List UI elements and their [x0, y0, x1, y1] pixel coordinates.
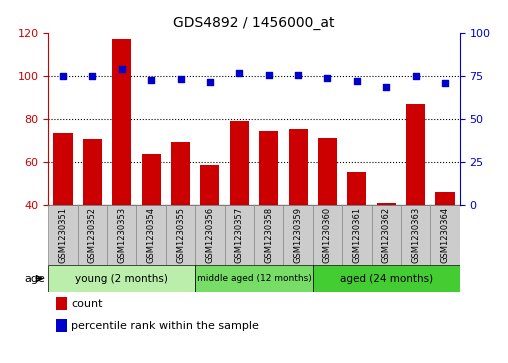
- Point: [353, 78, 361, 84]
- Text: young (2 months): young (2 months): [75, 274, 168, 284]
- Bar: [137, 205, 166, 265]
- Text: GSM1230357: GSM1230357: [235, 207, 244, 263]
- Bar: [313, 265, 460, 292]
- Point: [382, 84, 390, 90]
- Bar: [56, 297, 67, 310]
- Bar: [112, 39, 131, 205]
- Bar: [406, 104, 425, 205]
- Bar: [225, 205, 254, 265]
- Point: [147, 77, 155, 83]
- Text: GSM1230352: GSM1230352: [88, 207, 97, 263]
- Text: age: age: [25, 274, 46, 284]
- Bar: [313, 205, 342, 265]
- Text: GSM1230354: GSM1230354: [147, 207, 155, 263]
- Bar: [283, 205, 313, 265]
- Point: [411, 73, 420, 79]
- Point: [59, 73, 67, 79]
- Bar: [289, 129, 308, 205]
- Bar: [83, 139, 102, 205]
- Bar: [195, 265, 313, 292]
- Text: GSM1230355: GSM1230355: [176, 207, 185, 263]
- Bar: [195, 205, 225, 265]
- Bar: [78, 205, 107, 265]
- Bar: [171, 142, 190, 205]
- Text: GSM1230351: GSM1230351: [58, 207, 68, 263]
- Bar: [254, 205, 283, 265]
- Bar: [200, 165, 219, 205]
- Text: percentile rank within the sample: percentile rank within the sample: [71, 321, 259, 331]
- Text: middle aged (12 months): middle aged (12 months): [197, 274, 311, 283]
- Bar: [371, 205, 401, 265]
- Text: GSM1230361: GSM1230361: [353, 207, 361, 263]
- Bar: [401, 205, 430, 265]
- Point: [176, 76, 184, 82]
- Bar: [107, 205, 137, 265]
- Point: [265, 72, 273, 78]
- Text: GSM1230358: GSM1230358: [264, 207, 273, 263]
- Text: GSM1230356: GSM1230356: [205, 207, 214, 263]
- Text: GSM1230359: GSM1230359: [294, 207, 303, 263]
- Text: GSM1230363: GSM1230363: [411, 207, 420, 263]
- Bar: [48, 205, 78, 265]
- Bar: [142, 154, 161, 205]
- Text: aged (24 months): aged (24 months): [340, 274, 433, 284]
- Bar: [166, 205, 195, 265]
- Bar: [56, 319, 67, 333]
- Bar: [435, 192, 455, 205]
- Point: [324, 76, 332, 81]
- Bar: [347, 172, 366, 205]
- Text: count: count: [71, 298, 103, 309]
- Point: [206, 79, 214, 85]
- Text: GSM1230360: GSM1230360: [323, 207, 332, 263]
- Bar: [259, 131, 278, 205]
- Bar: [230, 121, 249, 205]
- Point: [88, 73, 97, 79]
- Point: [235, 70, 243, 76]
- Bar: [377, 203, 396, 205]
- Bar: [318, 138, 337, 205]
- Point: [294, 72, 302, 78]
- Bar: [342, 205, 371, 265]
- Title: GDS4892 / 1456000_at: GDS4892 / 1456000_at: [173, 16, 335, 30]
- Point: [441, 80, 449, 86]
- Text: GSM1230353: GSM1230353: [117, 207, 126, 263]
- Text: GSM1230362: GSM1230362: [382, 207, 391, 263]
- Text: GSM1230364: GSM1230364: [440, 207, 450, 263]
- Point: [118, 66, 126, 72]
- Bar: [48, 265, 195, 292]
- Bar: [430, 205, 460, 265]
- Bar: [53, 133, 73, 205]
